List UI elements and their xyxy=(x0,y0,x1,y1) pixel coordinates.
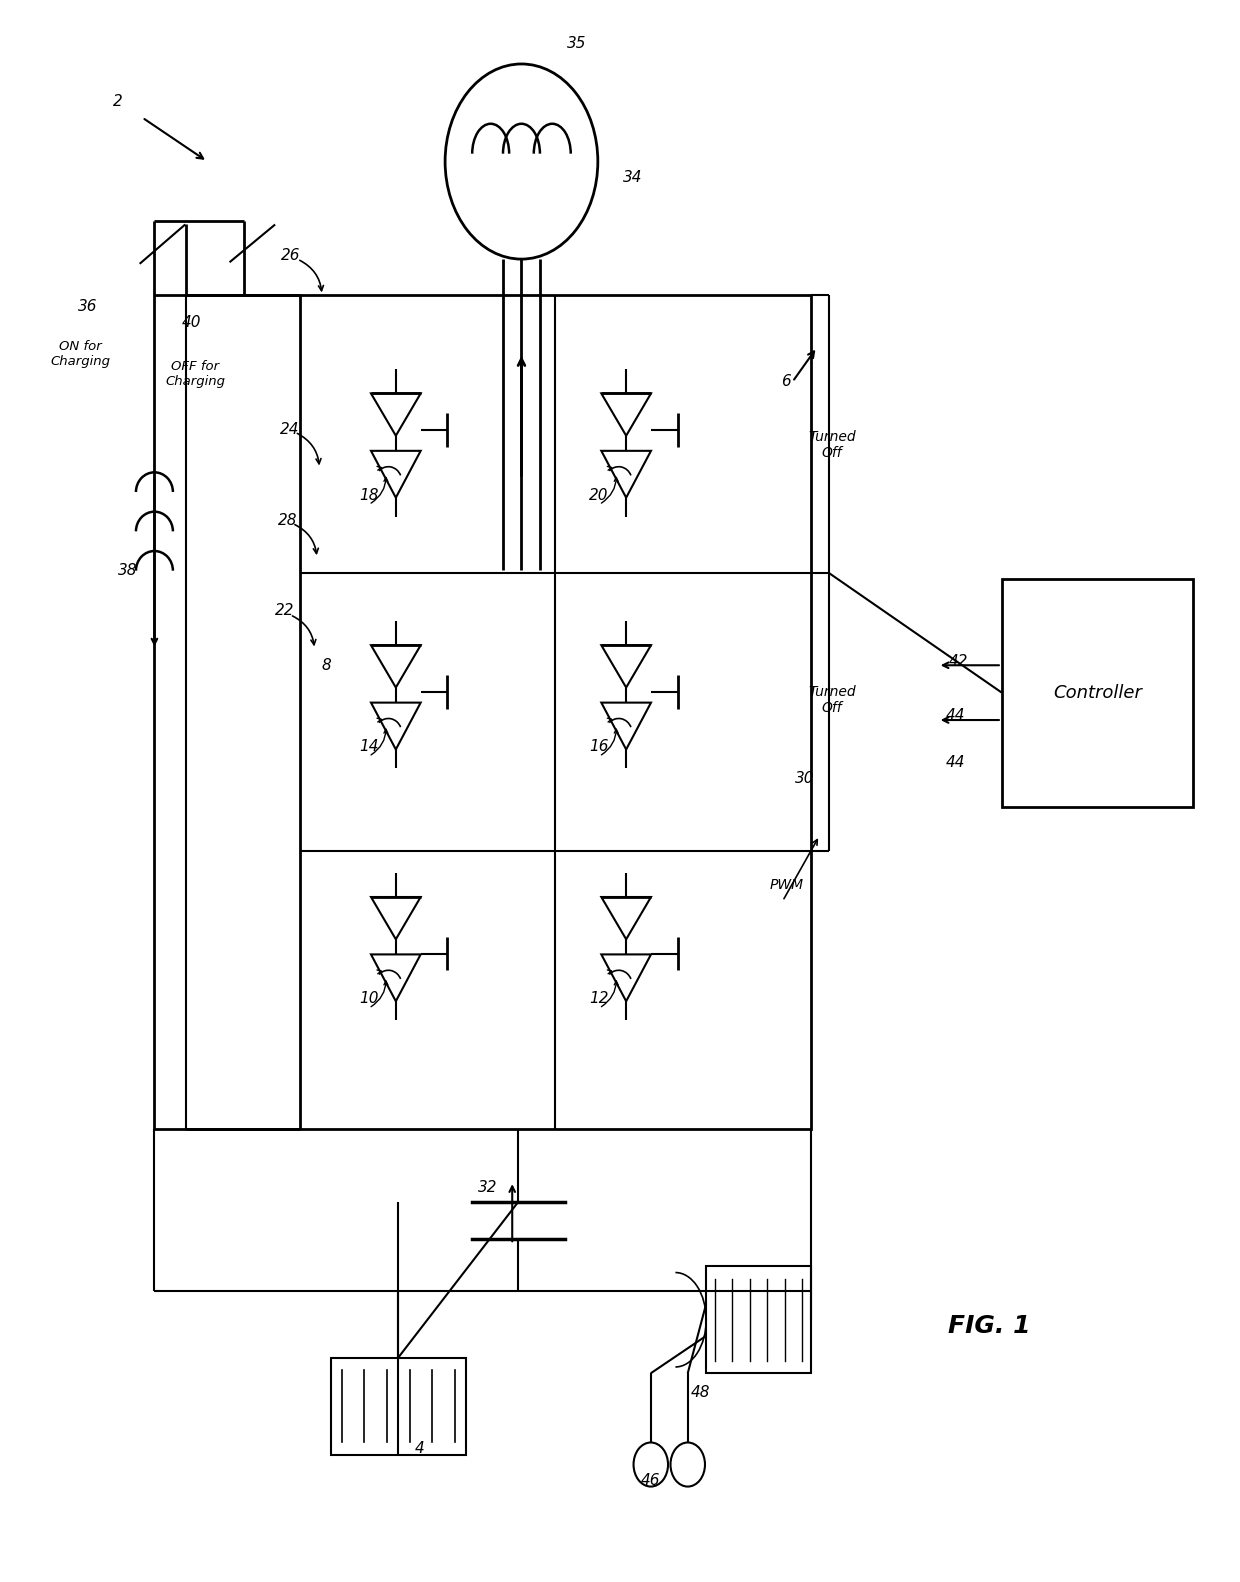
Text: Turned
Off: Turned Off xyxy=(808,430,856,460)
Text: 28: 28 xyxy=(278,513,298,528)
Text: 34: 34 xyxy=(622,169,642,185)
Text: 42: 42 xyxy=(949,655,968,669)
Text: Turned
Off: Turned Off xyxy=(808,685,856,715)
Text: 26: 26 xyxy=(281,248,301,264)
Text: 32: 32 xyxy=(479,1180,498,1194)
Text: 20: 20 xyxy=(589,487,609,503)
Text: 30: 30 xyxy=(795,770,815,786)
Text: 36: 36 xyxy=(78,299,98,313)
Text: ON for
Charging: ON for Charging xyxy=(51,340,110,367)
Text: 16: 16 xyxy=(589,739,609,755)
Text: 48: 48 xyxy=(691,1384,709,1400)
Text: 14: 14 xyxy=(360,739,378,755)
Text: 12: 12 xyxy=(589,992,609,1006)
Bar xyxy=(300,296,811,1130)
Bar xyxy=(1002,579,1193,807)
Text: 38: 38 xyxy=(118,563,138,577)
Text: 4: 4 xyxy=(414,1441,424,1457)
Bar xyxy=(707,1266,811,1373)
Text: 6: 6 xyxy=(781,375,791,389)
Text: 46: 46 xyxy=(641,1473,661,1487)
Text: FIG. 1: FIG. 1 xyxy=(949,1315,1030,1338)
Text: 2: 2 xyxy=(113,95,123,109)
Text: 8: 8 xyxy=(322,658,332,672)
Text: Controller: Controller xyxy=(1053,683,1142,702)
Text: 44: 44 xyxy=(945,709,965,723)
Text: OFF for
Charging: OFF for Charging xyxy=(165,361,226,388)
Text: 22: 22 xyxy=(275,603,295,617)
Bar xyxy=(331,1357,466,1455)
Text: 44: 44 xyxy=(945,755,965,770)
Text: 10: 10 xyxy=(360,992,378,1006)
Text: 18: 18 xyxy=(360,487,378,503)
Text: 35: 35 xyxy=(567,36,587,51)
Text: 24: 24 xyxy=(280,421,300,437)
Text: PWM: PWM xyxy=(769,878,804,892)
Text: 40: 40 xyxy=(181,315,201,329)
